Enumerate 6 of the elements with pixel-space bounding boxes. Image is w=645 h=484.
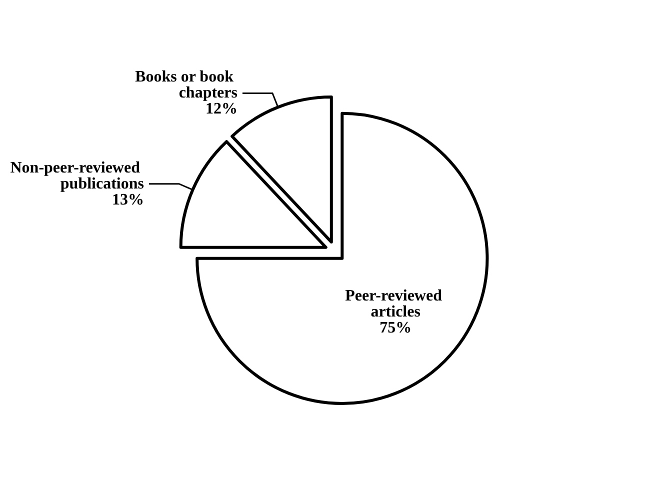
slice-label: Peer-reviewed articles <box>345 287 446 320</box>
data-label: 12% <box>205 100 238 118</box>
data-label: 75% <box>380 319 412 336</box>
slice-label: Non-peer-reviewed publications <box>10 159 144 192</box>
data-label: 13% <box>112 191 144 208</box>
slice-label: Books or book chapters <box>135 68 238 102</box>
